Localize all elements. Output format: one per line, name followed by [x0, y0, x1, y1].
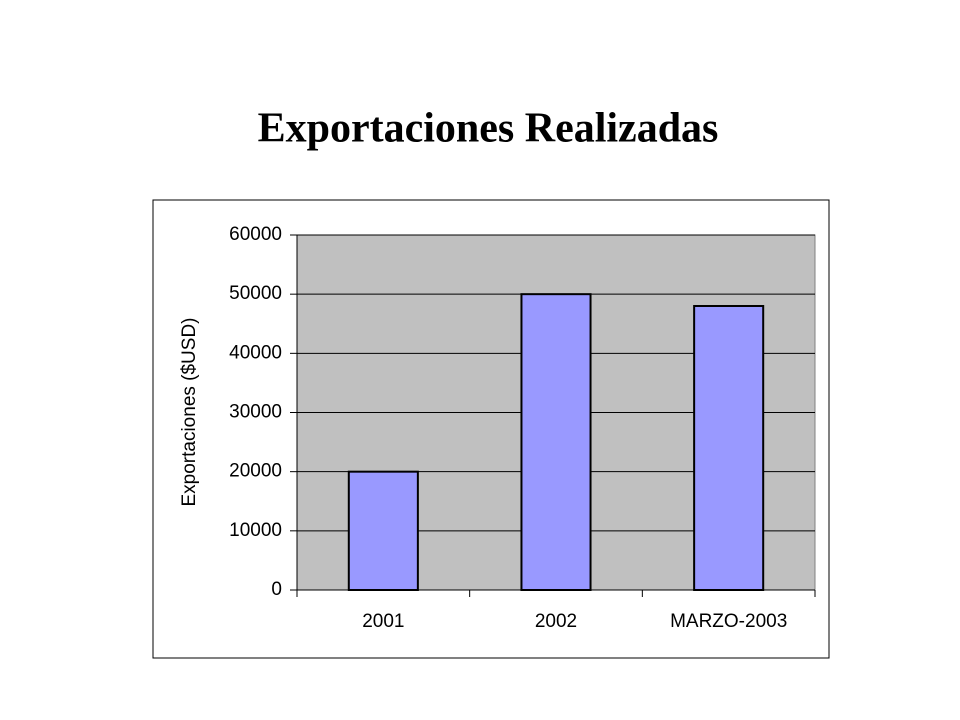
y-tick-label: 20000 [229, 461, 282, 482]
bar [693, 305, 765, 591]
y-tick-label: 40000 [229, 342, 282, 363]
bar [347, 470, 419, 591]
y-tick-label: 10000 [229, 520, 282, 541]
bar [520, 293, 592, 591]
x-tick-label: 2002 [535, 611, 577, 632]
x-tick-label: MARZO-2003 [670, 611, 787, 632]
chart-title: Exportaciones Realizadas [258, 106, 719, 152]
x-tick-label: 2001 [362, 611, 404, 632]
y-tick-label: 0 [271, 579, 282, 600]
y-axis-label: Exportaciones ($USD) [179, 317, 200, 506]
y-tick-label: 60000 [229, 224, 282, 245]
y-tick-label: 30000 [229, 402, 282, 423]
y-tick-label: 50000 [229, 283, 282, 304]
